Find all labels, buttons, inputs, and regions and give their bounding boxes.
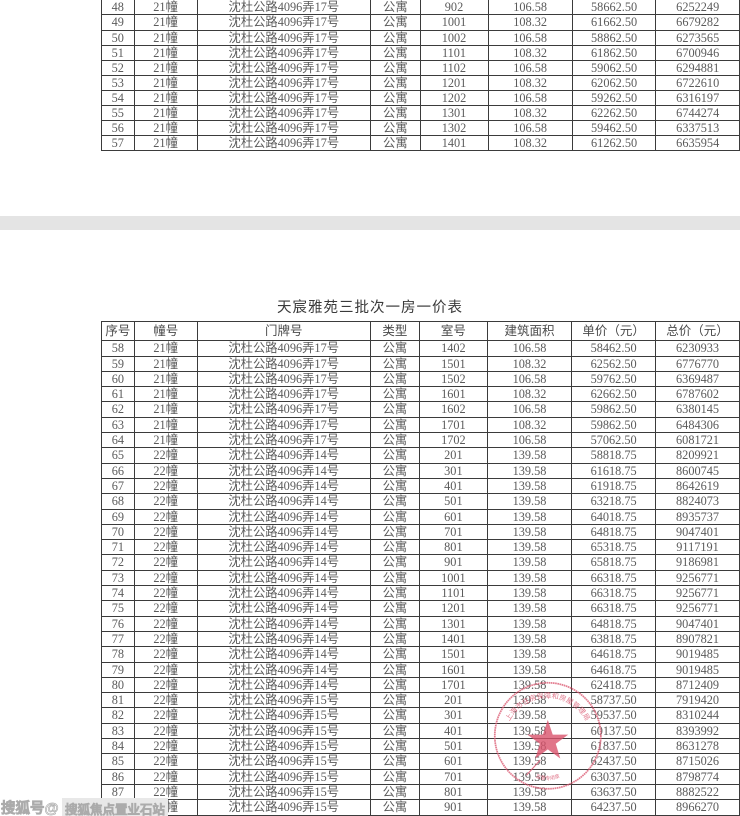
svg-text:监督专用章: 监督专用章 xyxy=(535,773,561,782)
svg-text:上海市住房保障和房屋管理局: 上海市住房保障和房屋管理局 xyxy=(504,691,592,722)
